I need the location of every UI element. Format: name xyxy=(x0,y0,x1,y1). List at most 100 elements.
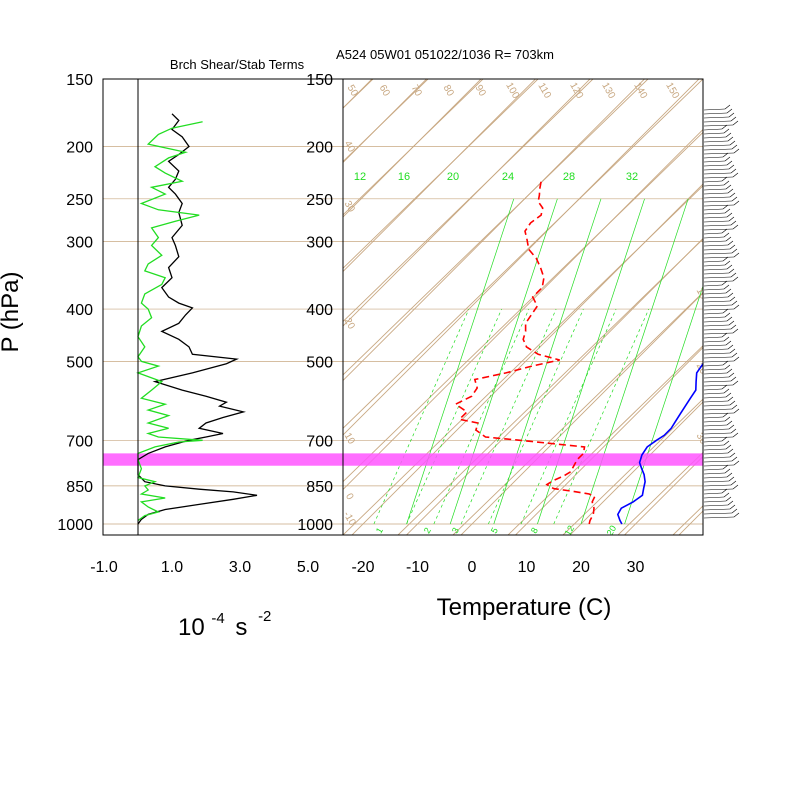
units-base: 10 xyxy=(178,614,205,641)
isotherm-line xyxy=(343,79,646,382)
wind-barb-flag xyxy=(733,460,740,466)
pressure-tick-label: 400 xyxy=(66,302,93,319)
pressure-tick-label: 250 xyxy=(66,192,93,209)
wind-barb-flag xyxy=(730,376,737,382)
wind-barb-flag xyxy=(731,456,738,462)
mixing-ratio-bottom-label: 1 xyxy=(374,526,385,535)
temperature-tick-label: -20 xyxy=(351,559,374,576)
wind-barb xyxy=(703,428,730,431)
wind-barb-flag xyxy=(721,280,728,286)
wind-barb-flag xyxy=(731,196,738,202)
wind-barb-flag xyxy=(728,216,735,222)
wind-barb-flag xyxy=(730,116,737,122)
wind-barb-flag xyxy=(728,164,735,170)
wind-barb xyxy=(703,292,727,295)
wind-barb-flag xyxy=(732,484,739,490)
wind-barb xyxy=(703,460,733,463)
wind-barb-flag xyxy=(724,260,731,266)
wind-barb-flag xyxy=(732,120,739,126)
wind-barb xyxy=(703,452,729,455)
wind-barb-flag xyxy=(727,292,734,298)
wind-barb-flag xyxy=(727,500,734,506)
wind-barb xyxy=(703,112,728,115)
wind-barb-flag xyxy=(731,248,738,254)
wind-barb-flag xyxy=(733,148,740,154)
shear-term-line xyxy=(137,113,258,525)
wind-barb xyxy=(703,468,724,471)
wind-barb xyxy=(703,164,728,167)
wind-barb-flag xyxy=(724,468,731,474)
wind-barb-flag xyxy=(732,224,739,230)
wind-barb xyxy=(703,144,731,147)
wind-barb xyxy=(703,324,730,327)
wind-barb-flag xyxy=(723,180,730,186)
wind-barb-flag xyxy=(729,140,736,146)
left-x-tick-labels: -1.0 1.0 3.0 5.0 xyxy=(90,559,319,576)
theta-right-label: 30 xyxy=(694,431,709,447)
wind-barb xyxy=(703,232,723,235)
wind-barb xyxy=(703,128,723,131)
wind-barb-flag xyxy=(729,400,736,406)
right-x-tick-labels: -20 -10 0 10 20 30 xyxy=(351,559,644,576)
wind-barb xyxy=(703,132,725,135)
theta-label: 60 xyxy=(377,83,392,99)
wind-barb xyxy=(703,252,733,255)
left-x-tick-label: 1.0 xyxy=(161,559,183,576)
wind-barb-flag xyxy=(725,496,732,502)
wind-barb-flag xyxy=(731,352,738,358)
wind-barb xyxy=(703,432,732,435)
pressure-tick-label: 200 xyxy=(66,139,93,156)
wind-barb xyxy=(703,332,734,335)
wind-barb-flag xyxy=(728,476,735,482)
wind-barb xyxy=(703,236,725,239)
wind-barb xyxy=(703,508,731,511)
wind-barb-flag xyxy=(728,424,735,430)
moist-adiabat-line xyxy=(580,198,689,525)
wind-barb xyxy=(703,416,724,419)
wind-barb-flag xyxy=(727,344,734,350)
wind-barb-flag xyxy=(725,132,732,138)
temperature-tick-label: 30 xyxy=(627,559,645,576)
mixing-ratio-bottom-label: 20 xyxy=(605,524,619,538)
wind-barb xyxy=(703,300,731,303)
wind-barb-flag xyxy=(726,368,733,374)
wind-barb-flag xyxy=(725,184,732,190)
wind-barb-flag xyxy=(727,136,734,142)
units-seconds-exponent: -2 xyxy=(258,608,271,625)
wind-barb xyxy=(703,192,729,195)
wind-barb-flag xyxy=(730,168,737,174)
wind-barb xyxy=(703,304,733,307)
wind-barb xyxy=(703,360,735,363)
wind-barb xyxy=(703,364,724,367)
left-x-tick-label: 5.0 xyxy=(297,559,319,576)
wind-barb-flag xyxy=(729,244,736,250)
wind-barb xyxy=(703,340,725,343)
wind-barb-flag xyxy=(727,448,734,454)
wind-barb xyxy=(703,272,730,275)
wind-barb xyxy=(703,480,730,483)
wind-barb xyxy=(703,492,723,495)
wind-barb-flag xyxy=(727,240,734,246)
mixing-ratio-label: 24 xyxy=(502,171,514,183)
wind-barb-flag xyxy=(730,220,737,226)
wind-barb xyxy=(703,512,733,515)
wind-barb-flag xyxy=(732,328,739,334)
wind-barb xyxy=(703,328,732,331)
wind-barb xyxy=(703,440,723,443)
wind-barb-flag xyxy=(730,428,737,434)
wind-barb xyxy=(703,392,725,395)
mixing-ratio-label: 28 xyxy=(563,171,575,183)
adiabat-line xyxy=(343,79,539,269)
wind-barb xyxy=(703,120,732,123)
wind-barb xyxy=(703,184,725,187)
wind-barb xyxy=(703,384,734,387)
wind-barb-flag xyxy=(725,288,732,294)
wind-barb-flag xyxy=(722,360,729,366)
wind-barb xyxy=(703,176,734,179)
wind-barb-flag xyxy=(721,488,728,494)
mixing-ratio-label: 32 xyxy=(626,171,638,183)
wind-barb-flag xyxy=(727,188,734,194)
temperature-tick-label: 0 xyxy=(468,559,477,576)
wind-barb-flag xyxy=(730,272,737,278)
